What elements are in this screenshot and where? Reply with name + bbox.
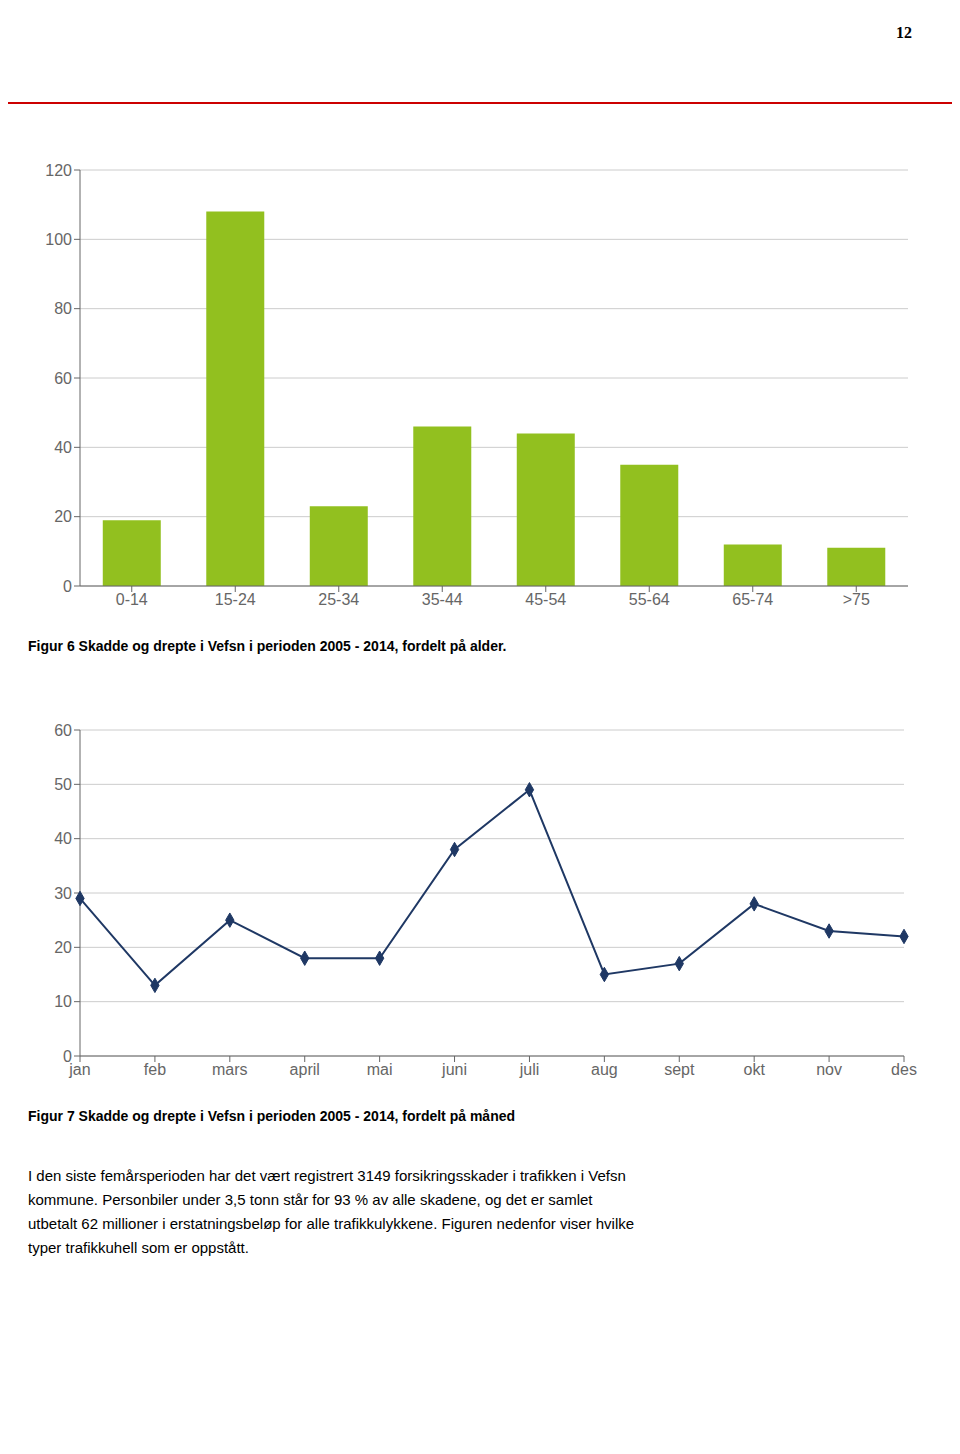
svg-text:>75: >75 — [843, 591, 870, 608]
svg-text:sept: sept — [664, 1061, 695, 1078]
svg-text:okt: okt — [744, 1061, 766, 1078]
svg-text:65-74: 65-74 — [732, 591, 773, 608]
html-text:kommune. Personbiler under 3,5: kommune. Personbiler under 3,5 tonn står… — [28, 1191, 593, 1208]
svg-text:jan: jan — [69, 1061, 91, 1079]
svg-text:25-34: 25-34 — [318, 591, 359, 608]
svg-text:0-14: 0-14 — [116, 591, 148, 608]
svg-text:30: 30 — [54, 885, 72, 902]
svg-text:juni: juni — [441, 1061, 467, 1078]
html-text:Figur 7 Skadde og drepte i Vef: Figur 7 Skadde og drepte i Vefsn i perio… — [28, 1108, 515, 1124]
html-text:12: 12 — [896, 24, 912, 41]
svg-text:15-24: 15-24 — [215, 591, 256, 608]
svg-text:100: 100 — [45, 231, 72, 248]
html-text:I den siste femårsperioden har: I den siste femårsperioden har det vært … — [28, 1167, 626, 1184]
svg-text:0: 0 — [63, 1048, 72, 1065]
svg-text:mai: mai — [367, 1061, 393, 1078]
svg-text:aug: aug — [591, 1061, 618, 1078]
html-text:Figur 6 Skadde og drepte i Vef: Figur 6 Skadde og drepte i Vefsn i perio… — [28, 638, 507, 654]
html-text:typer trafikkuhell som er opps: typer trafikkuhell som er oppstått. — [28, 1239, 249, 1256]
svg-text:40: 40 — [54, 439, 72, 456]
svg-text:feb: feb — [144, 1061, 166, 1078]
html-text:utbetalt 62 millioner i erstat: utbetalt 62 millioner i erstatningsbeløp… — [28, 1215, 635, 1232]
svg-text:des: des — [891, 1061, 917, 1078]
svg-text:55-64: 55-64 — [629, 591, 670, 608]
svg-text:0: 0 — [63, 578, 72, 595]
svg-text:45-54: 45-54 — [525, 591, 566, 608]
svg-text:60: 60 — [54, 722, 72, 739]
svg-text:50: 50 — [54, 776, 72, 793]
svg-text:80: 80 — [54, 300, 72, 317]
svg-text:35-44: 35-44 — [422, 591, 463, 608]
svg-text:april: april — [290, 1061, 320, 1078]
svg-text:20: 20 — [54, 939, 72, 956]
svg-text:mars: mars — [212, 1061, 248, 1078]
svg-text:60: 60 — [54, 370, 72, 387]
svg-text:20: 20 — [54, 508, 72, 525]
svg-text:10: 10 — [54, 993, 72, 1010]
svg-text:40: 40 — [54, 830, 72, 847]
svg-text:120: 120 — [45, 162, 72, 179]
svg-text:nov: nov — [816, 1061, 842, 1078]
svg-text:juli: juli — [519, 1061, 540, 1078]
